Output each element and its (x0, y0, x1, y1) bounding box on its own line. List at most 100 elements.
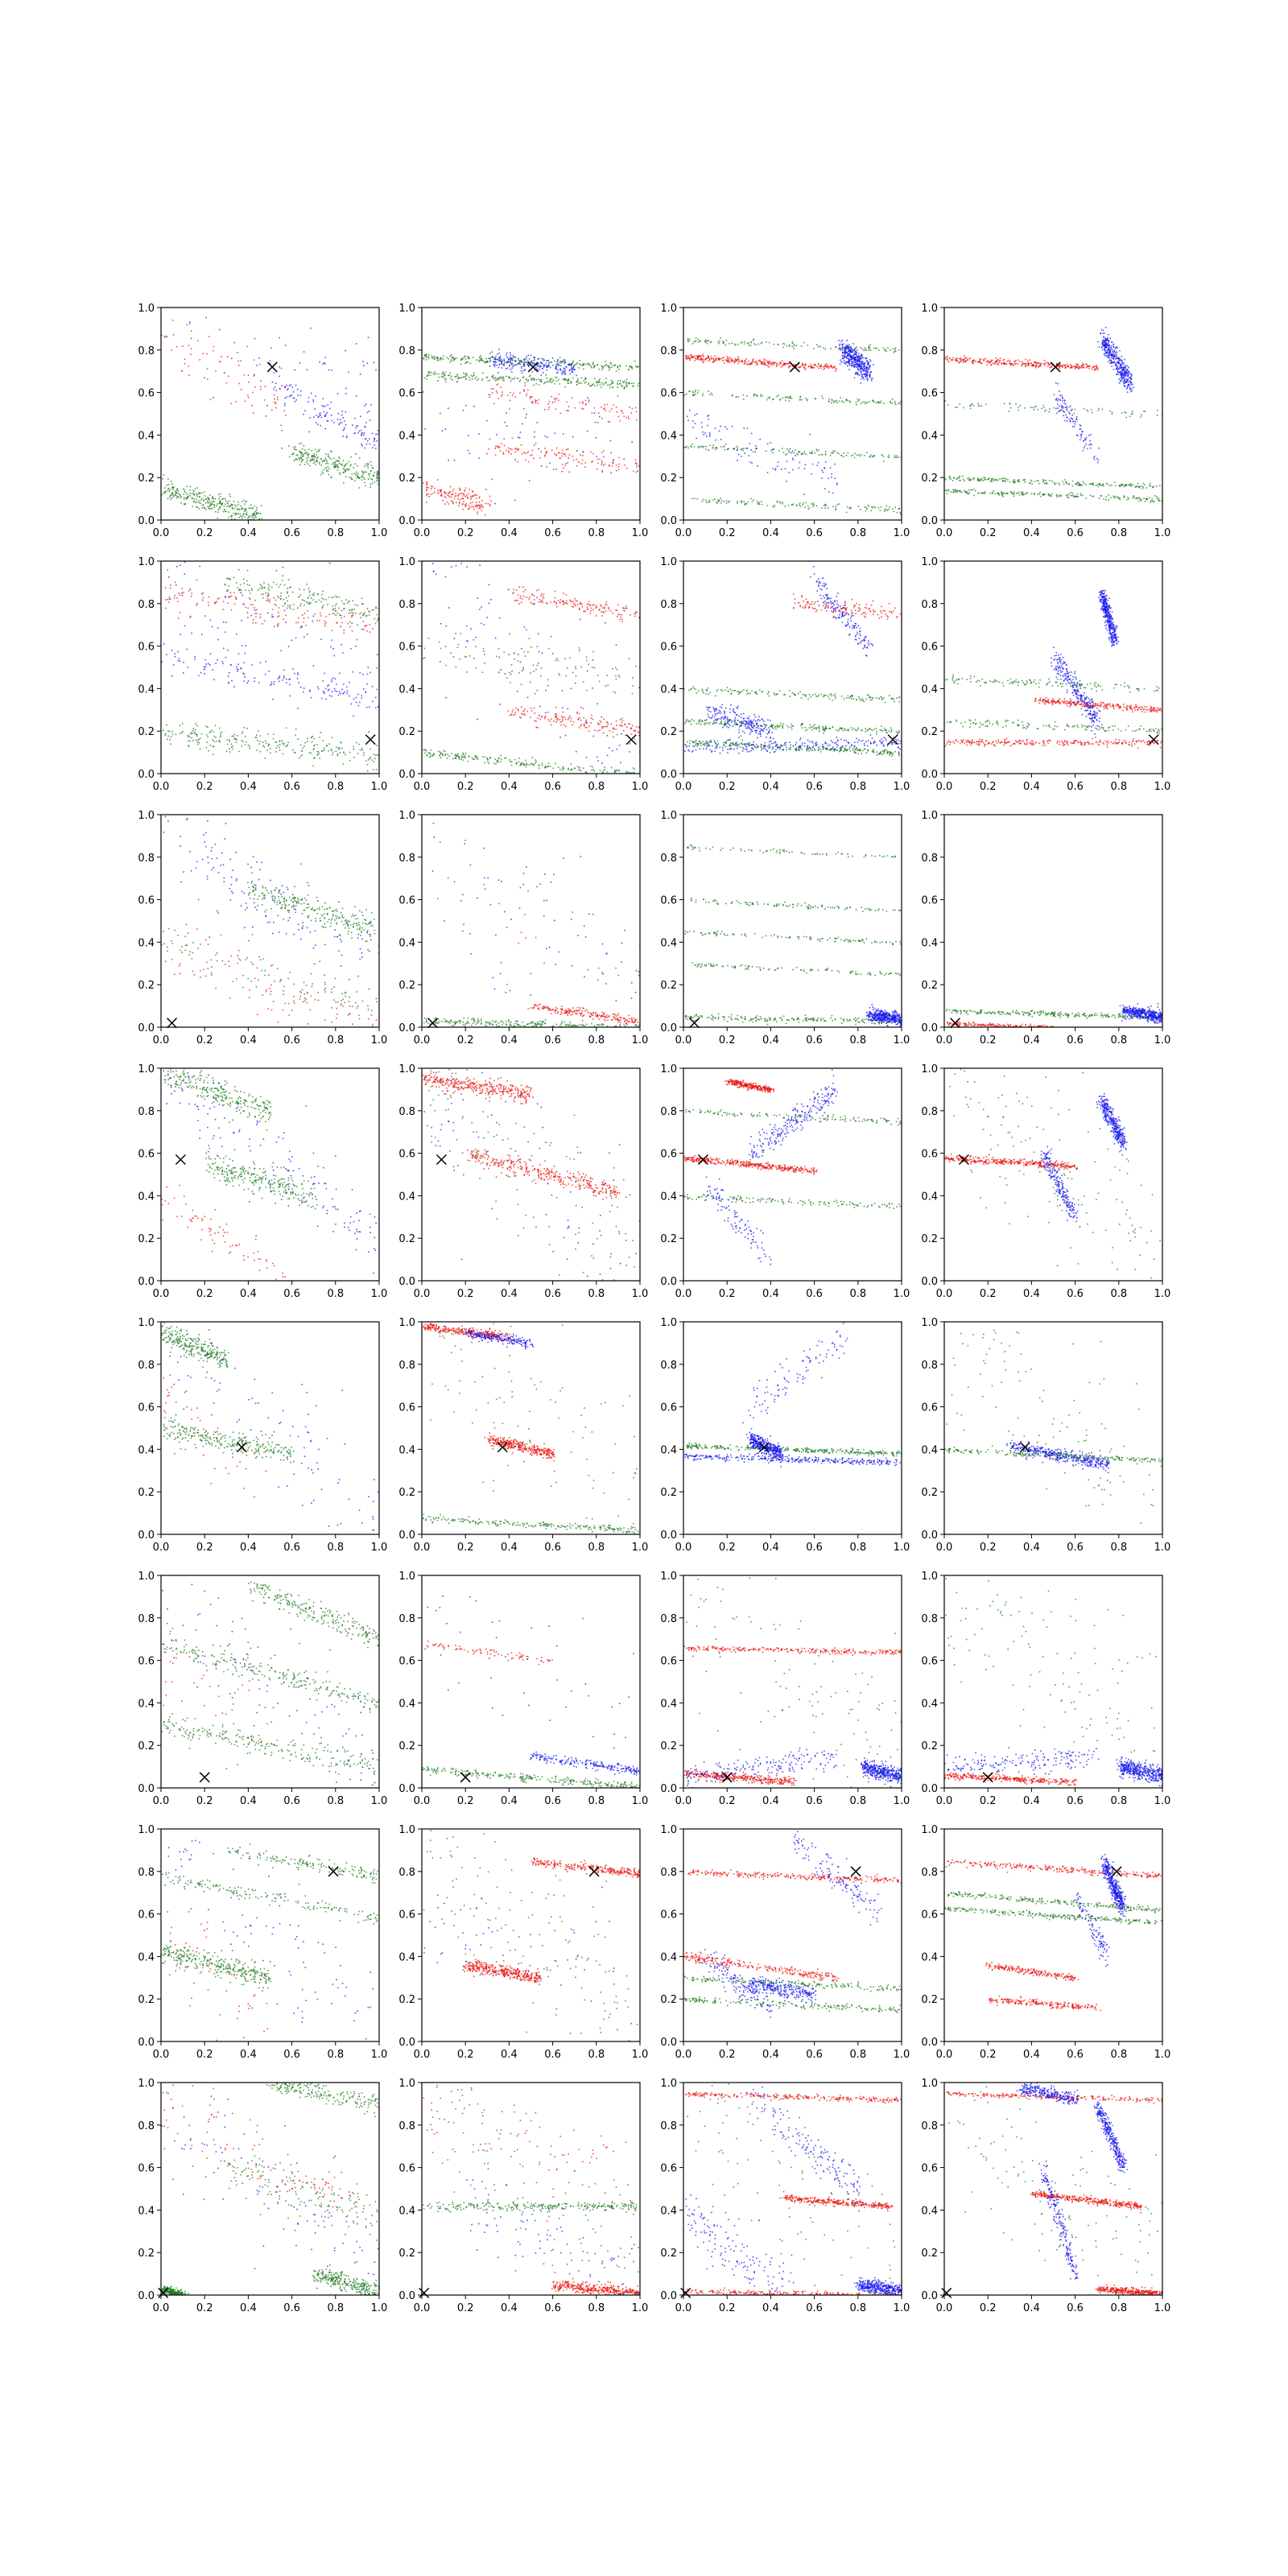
point-red (824, 367, 825, 369)
point-green (896, 511, 898, 514)
point-green (610, 379, 613, 382)
point-green (708, 394, 711, 395)
point-green (368, 473, 369, 475)
point-red (1080, 366, 1083, 369)
point-blue (1062, 407, 1064, 408)
point-green (427, 370, 430, 373)
point-green (757, 502, 758, 505)
point-green (320, 732, 322, 733)
point-blue (356, 425, 357, 427)
point-red (202, 353, 204, 354)
point-green (820, 507, 823, 509)
point-blue (834, 463, 836, 465)
point-green (898, 508, 900, 510)
point-red (708, 355, 709, 357)
point-blue (845, 348, 847, 349)
point-green (197, 743, 199, 745)
point-blue (1126, 369, 1128, 372)
point-green (1042, 480, 1045, 481)
point-green (985, 478, 986, 481)
point-green (715, 501, 717, 503)
point-blue (851, 348, 852, 349)
point-green (697, 341, 700, 343)
point-green (802, 504, 803, 506)
point-green (361, 747, 363, 749)
point-red (494, 445, 497, 448)
y-tick-label: 0.0 (660, 515, 677, 527)
point-green (959, 403, 960, 405)
point-blue (316, 415, 317, 416)
point-green (314, 460, 316, 463)
point-green (192, 497, 193, 500)
point-red (568, 406, 570, 407)
point-red (1072, 365, 1074, 368)
point-red (685, 358, 687, 360)
point-blue (324, 427, 326, 430)
point-green (229, 493, 230, 495)
point-green (617, 380, 619, 382)
point-blue (353, 432, 355, 435)
point-green (349, 751, 351, 753)
point-green (357, 753, 359, 754)
point-green (167, 478, 169, 480)
point-red (263, 399, 266, 401)
point-green (1161, 500, 1162, 502)
x-tick-label: 0.2 (719, 527, 736, 539)
point-green (511, 378, 513, 380)
point-green (235, 506, 237, 507)
point-red (1018, 361, 1021, 363)
point-green (513, 356, 514, 358)
point-green (594, 385, 596, 386)
point-blue (1106, 351, 1108, 353)
point-blue (1109, 359, 1111, 361)
point-green (492, 357, 494, 358)
point-green (519, 379, 522, 381)
point-green (638, 382, 640, 385)
point-blue (1117, 357, 1119, 359)
point-green (818, 454, 820, 456)
point-green (894, 506, 896, 509)
point-green (691, 444, 693, 445)
point-red (503, 438, 505, 440)
point-green (845, 399, 848, 401)
point-blue (448, 460, 449, 461)
point-green (631, 368, 634, 369)
point-blue (555, 365, 557, 367)
point-green (509, 377, 511, 379)
point-red (601, 452, 603, 453)
point-blue (852, 365, 853, 367)
point-green (970, 479, 972, 481)
point-green (513, 378, 514, 380)
point-blue (1103, 341, 1104, 344)
point-green (248, 515, 250, 517)
point-green (359, 749, 361, 751)
point-red (722, 357, 724, 359)
point-blue (850, 362, 852, 365)
point-blue (588, 399, 590, 401)
point-red (826, 366, 828, 369)
point-green (369, 757, 372, 758)
point-red (1075, 367, 1077, 369)
point-green (625, 378, 628, 381)
point-green (319, 758, 320, 759)
point-blue (1064, 407, 1067, 408)
point-green (624, 380, 625, 382)
point-red (423, 482, 424, 484)
point-green (465, 361, 468, 363)
point-red (789, 361, 791, 363)
point-blue (1104, 327, 1107, 328)
point-green (262, 745, 264, 747)
point-blue (858, 360, 860, 361)
point-green (256, 734, 258, 736)
point-green (873, 506, 875, 508)
point-green (231, 504, 233, 506)
point-red (749, 364, 751, 365)
point-green (171, 481, 172, 482)
point-blue (537, 358, 539, 360)
point-blue (506, 412, 507, 414)
point-red (1067, 365, 1069, 368)
point-green (1151, 500, 1154, 502)
point-green (1080, 485, 1083, 486)
point-red (535, 400, 537, 402)
point-blue (1080, 439, 1081, 441)
